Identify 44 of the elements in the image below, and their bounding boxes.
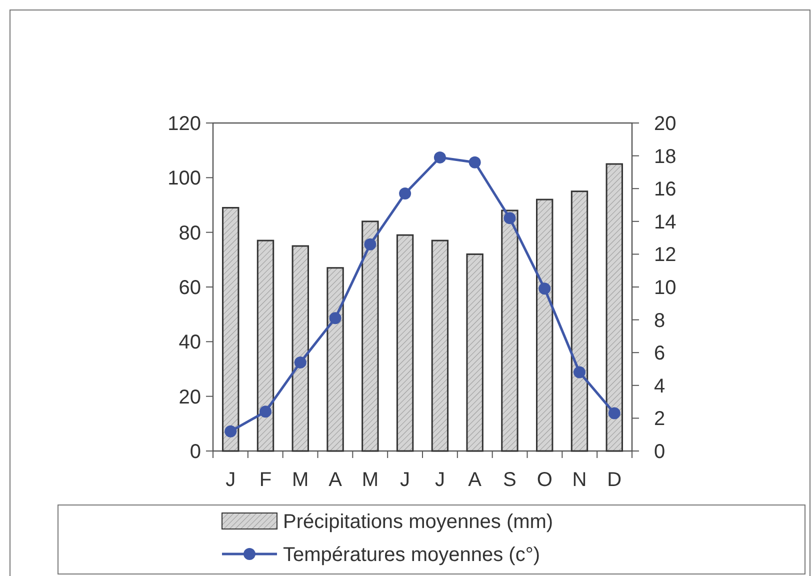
x-tick-label: J (434, 469, 445, 491)
point (260, 406, 272, 418)
x-tick-label: M (292, 469, 309, 491)
legend-label: Températures moyennes (c°) (283, 544, 540, 566)
y2-tick-label: 10 (654, 277, 676, 299)
y2-tick-label: 0 (654, 441, 666, 463)
y2-tick-label: 12 (654, 244, 676, 266)
y2-tick-label: 2 (654, 408, 666, 430)
point (538, 282, 551, 295)
point (573, 366, 586, 378)
y2-tick-label: 6 (654, 342, 666, 365)
point (224, 425, 237, 438)
y2-tick-label: 8 (654, 310, 666, 332)
y-tick-label: 80 (178, 222, 201, 244)
y-tick-label: 20 (178, 386, 201, 408)
x-tick-label: S (503, 469, 516, 491)
x-tick-label: M (362, 469, 379, 491)
x-tick-label: F (259, 469, 272, 491)
y2-tick-label: 14 (654, 211, 676, 234)
point (399, 188, 412, 200)
x-tick-label: N (572, 469, 587, 491)
y-tick-label: 120 (168, 113, 201, 135)
point (364, 238, 376, 250)
y-tick-label: 40 (178, 332, 201, 354)
x-tick-label: O (536, 469, 552, 491)
point (608, 407, 620, 420)
legend-label: Précipitations moyennes (mm) (283, 511, 554, 533)
x-tick-label: A (468, 469, 482, 491)
point (468, 156, 481, 168)
point (434, 151, 446, 164)
x-tick-label: J (400, 469, 410, 491)
x-tick-label: D (607, 469, 622, 491)
y2-tick-label: 4 (654, 375, 666, 398)
y2-tick-label: 18 (654, 146, 676, 168)
y-tick-label: 0 (190, 441, 201, 463)
point (329, 312, 342, 324)
point (504, 212, 516, 224)
y-tick-label: 100 (168, 168, 201, 190)
point (294, 356, 306, 368)
y2-tick-label: 20 (654, 113, 676, 135)
x-tick-label: J (226, 469, 236, 491)
y-tick-label: 60 (178, 277, 201, 299)
y2-tick-label: 16 (654, 178, 676, 201)
x-tick-label: A (328, 469, 343, 491)
